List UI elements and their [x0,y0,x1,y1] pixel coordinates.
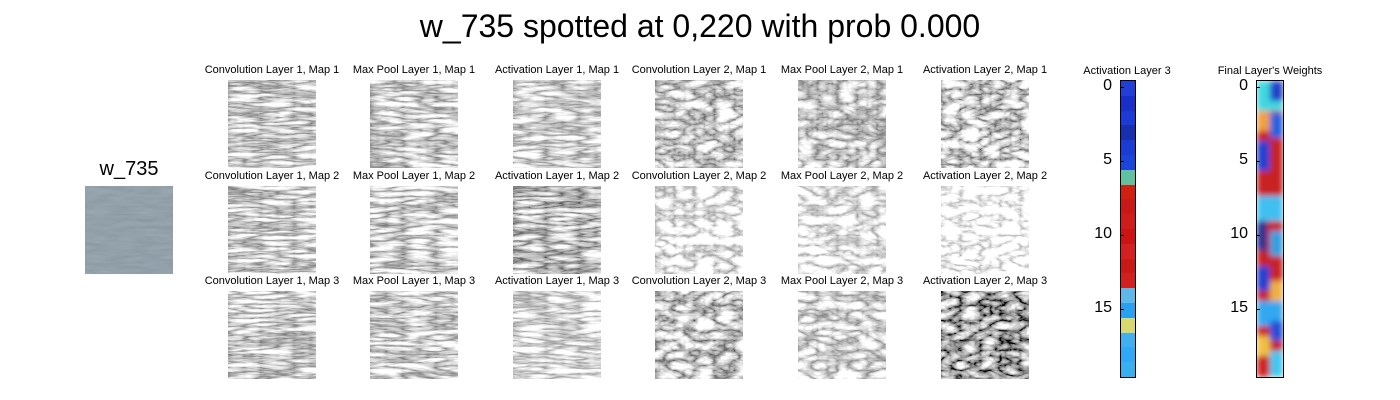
activation-cell [1121,140,1135,155]
feature-map-title: Max Pool Layer 1, Map 3 [352,275,476,287]
activation-cell [1121,110,1135,126]
feature-map [228,186,316,274]
feature-map [798,80,886,168]
activation-cell [1121,228,1135,244]
activation-cell [1121,125,1135,141]
feature-map-title: Activation Layer 1, Map 2 [494,170,620,182]
final-weights-bar [1256,80,1284,378]
axis-tick-mark [1256,235,1260,237]
activation-cell [1121,347,1135,363]
axis-tick-label: 5 [1103,151,1112,169]
input-word-label: w_735 [99,158,159,180]
feature-map [941,80,1029,168]
activation-layer3-bar [1120,80,1136,378]
activation-cell [1121,184,1135,200]
activation-cell [1121,288,1135,303]
axis-tick-label: 0 [1239,77,1248,95]
feature-map [228,291,316,379]
feature-map [513,186,601,274]
axis-tick-mark [1120,235,1124,237]
axis-tick-mark [1256,87,1260,89]
feature-map-title: Activation Layer 1, Map 3 [494,275,620,287]
activation-cell [1121,214,1135,229]
feature-map [655,186,743,274]
activation-cell [1121,273,1135,289]
input-image [85,186,173,274]
feature-map-title: Max Pool Layer 2, Map 1 [780,64,904,76]
feature-map [798,186,886,274]
axis-tick-label: 15 [1094,299,1112,317]
feature-map-title: Activation Layer 1, Map 1 [494,64,620,76]
feature-map-title: Convolution Layer 2, Map 3 [631,275,767,287]
feature-map [655,80,743,168]
activation-cell [1121,258,1135,274]
feature-map-title: Max Pool Layer 2, Map 3 [780,275,904,287]
activation-cell [1121,302,1135,318]
feature-map [513,80,601,168]
axis-tick-label: 15 [1230,299,1248,317]
activation-cell [1121,362,1135,377]
feature-map [655,291,743,379]
axis-tick-label: 10 [1230,225,1248,243]
activation-cell [1121,81,1135,96]
feature-map [941,291,1029,379]
feature-map-title: Convolution Layer 2, Map 1 [631,64,767,76]
activation-cell [1121,169,1135,185]
axis-tick-label: 5 [1239,151,1248,169]
axis-tick-mark [1256,309,1260,311]
feature-map-title: Activation Layer 2, Map 1 [922,64,1048,76]
activation-cell [1121,199,1135,215]
feature-map [228,80,316,168]
axis-tick-label: 10 [1094,225,1112,243]
feature-map-title: Activation Layer 2, Map 2 [922,170,1048,182]
feature-map-title: Convolution Layer 2, Map 2 [631,170,767,182]
final-weights-title: Final Layer's Weights [1217,65,1323,77]
activation-cell [1121,243,1135,259]
feature-map-title: Max Pool Layer 1, Map 1 [352,64,476,76]
feature-map [513,291,601,379]
feature-map-title: Max Pool Layer 2, Map 2 [780,170,904,182]
feature-map-title: Convolution Layer 1, Map 2 [204,170,340,182]
activation-cell [1121,332,1135,348]
feature-map [370,186,458,274]
feature-map [941,186,1029,274]
feature-map [370,80,458,168]
axis-tick-mark [1120,87,1124,89]
feature-map-title: Convolution Layer 1, Map 1 [204,64,340,76]
feature-map-title: Max Pool Layer 1, Map 2 [352,170,476,182]
feature-map [370,291,458,379]
axis-tick-mark [1120,309,1124,311]
activation-cell [1121,95,1135,111]
page-title: w_735 spotted at 0,220 with prob 0.000 [419,8,981,44]
activation-cell [1121,154,1135,170]
feature-map-title: Convolution Layer 1, Map 3 [204,275,340,287]
axis-tick-mark [1256,161,1260,163]
axis-tick-mark [1120,161,1124,163]
activation-layer3-title: Activation Layer 3 [1083,65,1171,77]
activation-cell [1121,317,1135,333]
axis-tick-label: 0 [1103,77,1112,95]
feature-map [798,291,886,379]
feature-map-title: Activation Layer 2, Map 3 [922,275,1048,287]
